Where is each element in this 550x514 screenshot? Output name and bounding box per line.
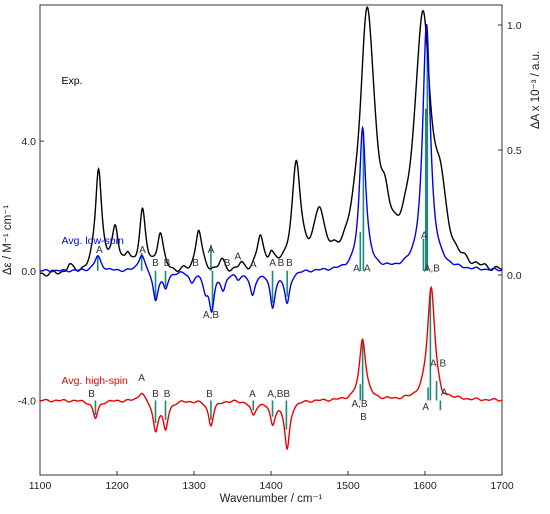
peak-annotation: A,B (430, 358, 446, 369)
y-left-tick-label: -4.0 (18, 395, 36, 407)
peak-annotation: A (138, 373, 145, 384)
x-tick-label: 1700 (490, 480, 514, 492)
series-label-2: Avg. high-spin (62, 375, 129, 387)
peak-annotation: B (360, 412, 367, 423)
peak-annotation: A (364, 263, 371, 274)
peak-annotation: A,B (351, 399, 367, 410)
peak-annotation: A (421, 230, 428, 241)
x-tick-label: 1400 (259, 480, 283, 492)
x-axis-label: Wavenumber / cm⁻¹ (220, 493, 323, 505)
peak-annotation: B (164, 389, 171, 400)
y-right-tick-label: 0.5 (507, 145, 522, 157)
x-tick-label: 1200 (105, 480, 129, 492)
x-tick-label: 1500 (336, 480, 360, 492)
peak-annotation: B (152, 258, 159, 269)
y-left-tick-label: 0.0 (21, 266, 36, 278)
peak-annotation: B (152, 389, 159, 400)
series-label-0: Exp. (62, 75, 83, 87)
series-line-2 (39, 285, 503, 451)
peak-annotation: A (235, 251, 242, 262)
y-right-tick-label: 0.0 (507, 270, 522, 282)
peak-annotation: B (192, 258, 199, 269)
y-axis-right-label: ΔA x 10⁻³ / a.u. (530, 51, 542, 129)
y-left-tick-label: 4.0 (21, 136, 36, 148)
peak-annotation: A (139, 245, 146, 256)
peak-annotation: B (278, 258, 285, 269)
peak-annotation: B (206, 389, 213, 400)
peak-annotation: B (224, 258, 231, 269)
peak-annotation: A,B (203, 310, 219, 321)
peak-annotation: A (353, 263, 360, 274)
series-label-1: Avg. low-spin (62, 235, 124, 247)
peak-annotation: A (208, 245, 215, 256)
peak-annotation: A (250, 260, 257, 271)
peak-annotation: A (249, 389, 256, 400)
peak-annotation: B (286, 258, 293, 269)
peak-annotation: A (441, 388, 448, 399)
series-line-1 (39, 23, 503, 314)
y-axis-left-label: Δε / M⁻¹ cm⁻¹ (2, 205, 14, 275)
x-tick-label: 1600 (413, 480, 437, 492)
series-line-0 (39, 6, 503, 277)
peak-annotation: A,B (424, 263, 440, 274)
peak-annotation: A (422, 402, 429, 413)
peak-annotation: B (88, 389, 95, 400)
x-tick-label: 1100 (29, 480, 52, 492)
y-right-tick-label: 1.0 (507, 20, 522, 32)
x-tick-label: 1300 (182, 480, 206, 492)
peak-annotation: A (269, 258, 276, 269)
peak-annotation: B (164, 258, 171, 269)
peak-annotation: A,BB (267, 389, 290, 400)
peak-annotation: A (96, 245, 103, 256)
